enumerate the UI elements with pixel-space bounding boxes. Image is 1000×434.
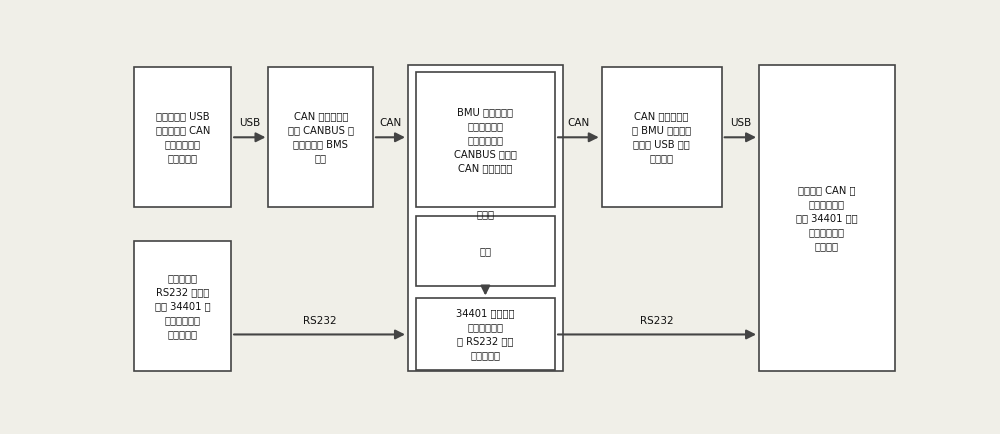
- Bar: [134, 241, 231, 371]
- Bar: [416, 72, 555, 207]
- Text: 电池: 电池: [479, 246, 491, 256]
- Text: CAN: CAN: [567, 118, 590, 128]
- Text: 电池箱: 电池箱: [476, 209, 494, 219]
- Text: CAN: CAN: [379, 118, 402, 128]
- Text: USB: USB: [730, 118, 751, 128]
- Text: RS232: RS232: [303, 316, 336, 326]
- Text: 上位机通过
RS232 发送命
令给 34401 让
其对电池箱进
行电压采集: 上位机通过 RS232 发送命 令给 34401 让 其对电池箱进 行电压采集: [155, 273, 211, 339]
- Text: USB: USB: [239, 118, 260, 128]
- Text: 上位机通过 USB
发送命令给 CAN
便携采集仪让
其开始工作: 上位机通过 USB 发送命令给 CAN 便携采集仪让 其开始工作: [156, 111, 210, 163]
- Bar: [416, 216, 555, 286]
- Bar: [416, 298, 555, 370]
- Text: 上位机将 CAN 采
集仪发来的数
据和 34401 发来
的数据进行比
对、判断: 上位机将 CAN 采 集仪发来的数 据和 34401 发来 的数据进行比 对、判…: [796, 185, 858, 251]
- Bar: [408, 66, 563, 371]
- Text: 34401 将测量到
的电压数据通
过 RS232 在发
送给上位机: 34401 将测量到 的电压数据通 过 RS232 在发 送给上位机: [456, 308, 515, 360]
- Bar: [602, 67, 722, 207]
- Bar: [134, 67, 231, 207]
- Text: RS232: RS232: [640, 316, 674, 326]
- Bar: [759, 66, 895, 371]
- Bar: [268, 67, 373, 207]
- Text: CAN 便携采集仪
通过 CANBUS 与
电池箱内的 BMS
通讯: CAN 便携采集仪 通过 CANBUS 与 电池箱内的 BMS 通讯: [288, 111, 354, 163]
- Text: BMU 将采集到的
电压、温度、
电流数据通过
CANBUS 发送给
CAN 便携采集仪: BMU 将采集到的 电压、温度、 电流数据通过 CANBUS 发送给 CAN 便…: [454, 107, 517, 173]
- Text: CAN 便携采集仪
将 BMU 发来的数
据通过 USB 发送
给上位机: CAN 便携采集仪 将 BMU 发来的数 据通过 USB 发送 给上位机: [632, 111, 691, 163]
